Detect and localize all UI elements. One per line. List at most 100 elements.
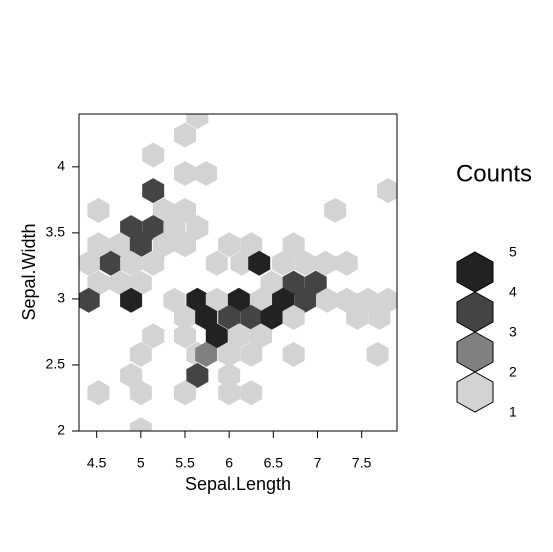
hex-bin	[272, 287, 295, 313]
x-tick-label: 7.5	[352, 455, 372, 471]
hex-bin	[356, 287, 379, 313]
hex-bin	[174, 323, 196, 349]
hex-bin	[186, 215, 209, 241]
hex-bin	[174, 304, 196, 330]
y-tick-label: 3.5	[46, 224, 66, 240]
x-tick-label: 6	[225, 455, 233, 471]
hex-bin	[205, 250, 228, 276]
hex-bin	[142, 215, 165, 241]
hex-bin	[240, 380, 263, 406]
legend-hex	[456, 331, 494, 373]
hex-bin	[346, 304, 369, 330]
hex-bin	[218, 341, 241, 367]
hex-bin	[260, 304, 283, 330]
hex-bin	[218, 380, 241, 406]
hex-bin	[109, 232, 132, 258]
hex-bin	[240, 232, 263, 258]
hex-bin	[186, 287, 209, 313]
hex-bin	[195, 160, 218, 186]
plot-area	[79, 114, 397, 431]
hex-bin	[142, 178, 165, 204]
hex-bin	[174, 232, 196, 258]
legend-label: 2	[509, 364, 517, 380]
hex-bin	[249, 323, 272, 349]
hex-bin	[174, 122, 196, 148]
x-tick-label: 5	[137, 455, 145, 471]
hex-bin	[129, 341, 152, 367]
hex-bin	[87, 380, 110, 406]
hex-bin	[129, 417, 152, 431]
hex-bin	[218, 304, 241, 330]
hex-bin	[249, 287, 272, 313]
hex-bin	[186, 114, 209, 130]
hex-bin	[260, 270, 283, 296]
hex-bin	[120, 287, 143, 313]
hex-bin	[230, 250, 253, 276]
hex-bin	[129, 232, 152, 258]
hex-bin	[142, 250, 165, 276]
hex-bin	[304, 270, 327, 296]
legend-hex	[456, 251, 494, 293]
hex-bin	[314, 250, 337, 276]
hex-bin	[152, 197, 175, 223]
hex-bin	[366, 341, 389, 367]
hex-bin	[324, 197, 347, 223]
hex-bin	[129, 380, 152, 406]
x-axis-title: Sepal.Length	[185, 474, 291, 494]
legend-label: 5	[509, 244, 517, 260]
legend-title: Counts	[456, 160, 532, 187]
hex-bin	[186, 363, 209, 389]
hex-bin	[294, 287, 317, 313]
hex-bin	[282, 304, 305, 330]
x-tick-label: 5.5	[175, 455, 195, 471]
y-tick-label: 3	[57, 290, 65, 306]
hex-bin	[87, 197, 110, 223]
hex-bin	[174, 380, 196, 406]
hex-bin	[218, 363, 241, 389]
hex-bin	[272, 250, 295, 276]
hex-bin	[335, 287, 358, 313]
hex-bin	[99, 250, 122, 276]
legend-label: 4	[509, 284, 517, 300]
hex-bin	[218, 232, 241, 258]
legend-hex	[456, 291, 494, 333]
hex-bin	[79, 287, 100, 313]
hex-bin	[227, 323, 250, 349]
hex-bin	[163, 215, 186, 241]
hex-bin	[120, 215, 143, 241]
hex-bin	[120, 363, 143, 389]
hex-bin	[205, 323, 228, 349]
hex-bin	[195, 341, 218, 367]
x-tick-label: 4.5	[87, 455, 107, 471]
hex-bin	[142, 323, 165, 349]
y-tick-label: 4	[57, 158, 65, 174]
y-tick-label: 2.5	[46, 356, 66, 372]
hex-bin	[163, 287, 186, 313]
hex-bin	[335, 250, 358, 276]
legend-label: 3	[509, 324, 517, 340]
hex-bin	[377, 287, 397, 313]
x-tick-label: 7	[314, 455, 322, 471]
y-axis-title: Sepal.Width	[19, 223, 39, 320]
y-tick-label: 2	[57, 422, 65, 438]
hex-bin	[129, 270, 152, 296]
hex-bin	[294, 250, 317, 276]
legend-label: 1	[509, 404, 517, 420]
hex-bin	[248, 250, 271, 276]
hex-bin	[87, 270, 110, 296]
hex-bin	[316, 287, 339, 313]
x-tick-label: 6.5	[264, 455, 284, 471]
hex-bin	[109, 270, 132, 296]
hex-bin	[282, 270, 305, 296]
hex-bin	[368, 304, 391, 330]
hex-bin	[227, 287, 250, 313]
hex-bin	[142, 142, 165, 168]
hex-bin	[377, 178, 397, 204]
plot-frame	[78, 113, 398, 432]
hex-bin	[282, 341, 305, 367]
hex-bin	[240, 304, 263, 330]
hex-bin	[174, 197, 196, 223]
hex-bin	[87, 232, 110, 258]
hex-bin	[79, 250, 100, 276]
